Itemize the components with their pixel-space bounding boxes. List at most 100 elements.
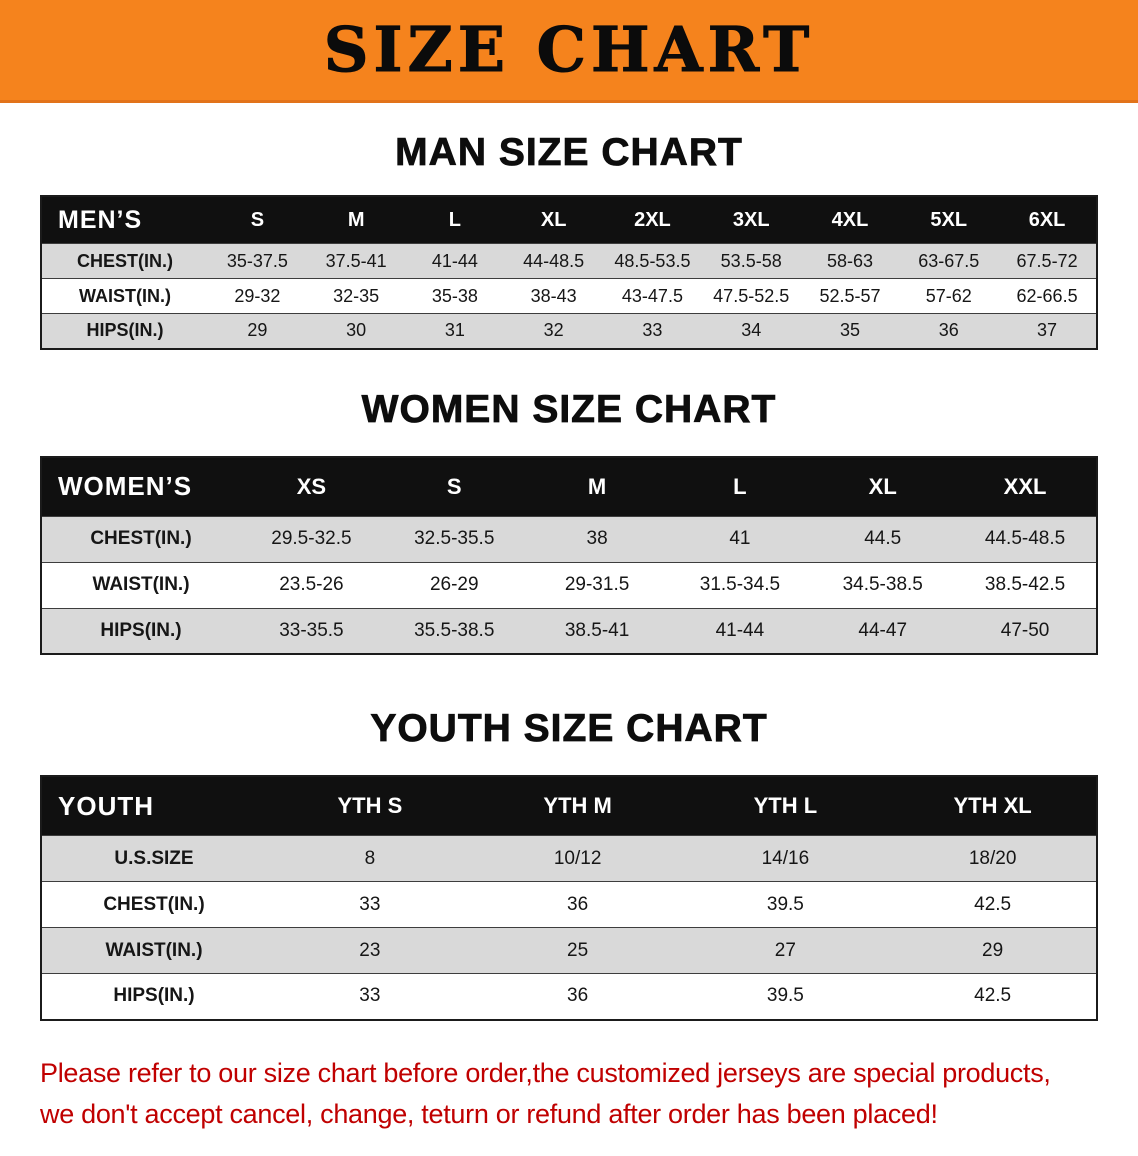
size-value-cell: 26-29 <box>429 574 479 595</box>
size-value-cell: 10/12 <box>553 847 602 869</box>
size-header-cell: 6XL <box>998 196 1097 244</box>
table-row: HIPS(IN.) 33 36 39.5 42.5 <box>41 973 1097 1020</box>
size-header-cell: L <box>668 456 812 516</box>
disclaimer-line-1: Please refer to our size chart before or… <box>40 1057 1051 1088</box>
size-value-cell: 23.5-26 <box>279 574 344 595</box>
size-value-cell: 36 <box>938 320 959 341</box>
size-header-cell: S <box>208 196 307 244</box>
row-label: U.S.SIZE <box>114 847 194 869</box>
size-header-cell: M <box>525 456 669 516</box>
size-value-cell: 53.5-58 <box>720 250 782 271</box>
size-value-cell: 38 <box>586 528 608 549</box>
women-size-heading: WOMEN SIZE CHART <box>361 387 777 431</box>
size-value-cell: 44-48.5 <box>523 250 585 271</box>
size-value-cell: 36 <box>567 893 589 915</box>
size-value-cell: 47.5-52.5 <box>713 285 790 306</box>
row-label: HIPS(IN.) <box>113 985 195 1007</box>
size-value-cell: 29 <box>247 320 268 341</box>
size-value-cell: 8 <box>364 847 376 869</box>
table-row: HIPS(IN.) 29 30 31 32 33 34 35 36 37 <box>41 313 1097 349</box>
row-label: WAIST(IN.) <box>92 574 190 595</box>
size-value-cell: 48.5-53.5 <box>614 250 691 271</box>
table-title-cell: MEN’S <box>41 196 208 244</box>
disclaimer-line-2: we don't accept cancel, change, teturn o… <box>40 1099 938 1130</box>
size-value-cell: 25 <box>567 939 589 961</box>
size-header-cell: 3XL <box>701 196 801 244</box>
size-value-cell: 33 <box>642 320 663 341</box>
size-value-cell: 33 <box>359 985 381 1007</box>
size-value-cell: 31 <box>444 320 465 341</box>
row-label: HIPS(IN.) <box>86 320 164 341</box>
size-value-cell: 44.5-48.5 <box>984 528 1066 549</box>
size-value-cell: 41 <box>729 528 751 549</box>
women-size-section: WOMEN SIZE CHART WOMEN’S XS S M L XL XXL CHEST(… <box>0 387 1138 655</box>
size-value-cell: 36 <box>567 985 589 1007</box>
size-value-cell: 34 <box>741 320 762 341</box>
size-value-cell: 63-67.5 <box>918 250 980 271</box>
row-label: WAIST(IN.) <box>105 939 203 961</box>
size-value-cell: 44-47 <box>858 619 908 641</box>
size-value-cell: 39.5 <box>766 893 804 915</box>
size-header-cell: XL <box>504 196 604 244</box>
row-label: CHEST(IN.) <box>77 250 173 271</box>
size-header-cell: M <box>306 196 406 244</box>
youth-size-section: YOUTH SIZE CHART YOUTH YTH S YTH M YTH L YTH… <box>0 707 1138 1021</box>
size-value-cell: 41-44 <box>431 250 478 271</box>
table-row: CHEST(IN.) 35-37.5 37.5-41 41-44 44-48.5 48.5… <box>41 243 1097 279</box>
size-value-cell: 44.5 <box>864 528 902 549</box>
man-size-heading: MAN SIZE CHART <box>395 131 743 175</box>
table-row: WAIST(IN.) 23 25 27 29 <box>41 927 1097 974</box>
table-title-cell: YOUTH <box>41 776 266 836</box>
table-row: CHEST(IN.) 33 36 39.5 42.5 <box>41 881 1097 928</box>
table-row: U.S.SIZE 8 10/12 14/16 18/20 <box>41 835 1097 882</box>
size-chart-title: SIZE CHART <box>323 13 815 86</box>
size-value-cell: 52.5-57 <box>819 285 881 306</box>
size-value-cell: 29-32 <box>234 285 281 306</box>
size-value-cell: 35-38 <box>431 285 478 306</box>
size-value-cell: 29.5-32.5 <box>271 528 352 549</box>
size-header-cell: XL <box>811 456 955 516</box>
size-value-cell: 32-35 <box>333 285 380 306</box>
size-value-cell: 35-37.5 <box>226 250 288 271</box>
size-value-cell: 23 <box>359 939 381 961</box>
size-value-cell: 41-44 <box>715 619 765 641</box>
size-value-cell: 58-63 <box>826 250 873 271</box>
size-header-cell: YTH S <box>266 776 474 836</box>
youth-size-heading: YOUTH SIZE CHART <box>370 707 768 751</box>
size-value-cell: 29 <box>982 939 1004 961</box>
size-value-cell: 31.5-34.5 <box>699 574 781 595</box>
size-value-cell: 32 <box>543 320 564 341</box>
women-size-table: WOMEN’S XS S M L XL XXL CHEST(IN.) 29.5-32.5 32.5… <box>40 455 1098 655</box>
size-value-cell: 67.5-72 <box>1016 250 1078 271</box>
size-value-cell: 14/16 <box>761 847 810 869</box>
size-header-cell: 5XL <box>899 196 999 244</box>
table-header-row: MEN’S S M L XL 2XL 3XL 4XL 5XL 6XL <box>41 196 1097 244</box>
size-header-cell: L <box>405 196 505 244</box>
size-value-cell: 39.5 <box>766 985 804 1007</box>
size-header-cell: XS <box>240 456 383 516</box>
man-size-section: MAN SIZE CHART MEN’S S M L XL 2XL 3XL 4XL 5XL 6XL… <box>0 131 1138 350</box>
size-header-cell: S <box>382 456 526 516</box>
size-value-cell: 38.5-41 <box>564 619 630 641</box>
table-header-row: WOMEN’S XS S M L XL XXL <box>41 456 1097 516</box>
size-value-cell: 38-43 <box>530 285 577 306</box>
youth-size-table: YOUTH YTH S YTH M YTH L YTH XL U.S.SIZE 8 10/12… <box>40 775 1098 1021</box>
size-value-cell: 18/20 <box>968 847 1017 869</box>
table-header-row: YOUTH YTH S YTH M YTH L YTH XL <box>41 776 1097 836</box>
size-value-cell: 38.5-42.5 <box>984 574 1066 595</box>
size-value-cell: 35.5-38.5 <box>414 619 495 641</box>
size-value-cell: 37 <box>1037 320 1058 341</box>
row-label: HIPS(IN.) <box>100 619 182 641</box>
table-row: CHEST(IN.) 29.5-32.5 32.5-35.5 38 41 44.5 44.5… <box>41 516 1097 562</box>
size-header-cell: YTH L <box>681 776 890 836</box>
size-value-cell: 35 <box>839 320 860 341</box>
size-value-cell: 29-31.5 <box>564 574 630 595</box>
size-value-cell: 32.5-35.5 <box>414 528 495 549</box>
size-value-cell: 34.5-38.5 <box>842 574 923 595</box>
size-value-cell: 42.5 <box>974 985 1012 1007</box>
size-header-cell: 2XL <box>603 196 702 244</box>
size-value-cell: 33 <box>359 893 381 915</box>
size-value-cell: 30 <box>346 320 367 341</box>
size-header-cell: YTH XL <box>889 776 1097 836</box>
